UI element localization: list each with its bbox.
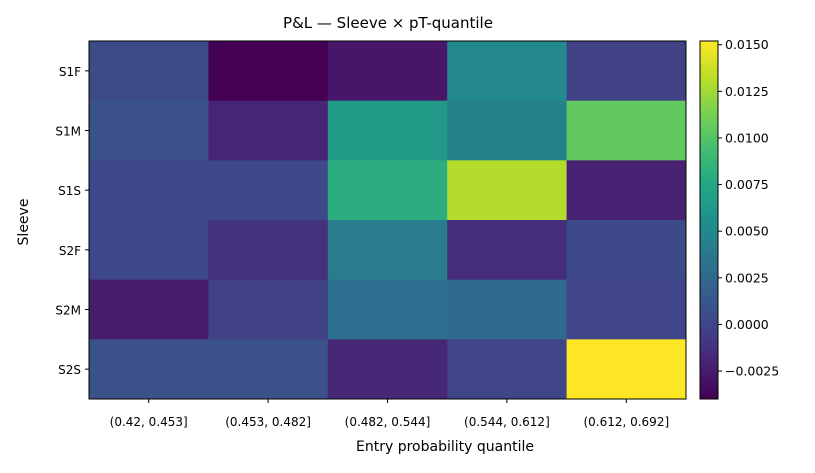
heatmap-cell-S2M-1 [208, 279, 329, 340]
heatmap-cell-S1F-1 [208, 41, 329, 102]
heatmap-cell-S2F-1 [208, 220, 329, 281]
chart-title: P&L — Sleeve × pT-quantile [283, 14, 493, 32]
x-tick-label: (0.453, 0.482] [225, 415, 311, 429]
heatmap-cell-S1F-2 [327, 41, 448, 102]
heatmap-cell-S1S-0 [89, 160, 209, 221]
heatmap-cell-S2F-3 [447, 220, 568, 281]
y-tick-label: S1M [55, 125, 81, 139]
heatmap-cell-S1M-3 [447, 100, 568, 161]
heatmap-cell-S2M-2 [327, 279, 448, 340]
heatmap-cell-S2F-0 [89, 220, 209, 281]
heatmap-cell-S2F-2 [327, 220, 448, 281]
heatmap-cell-S2M-4 [566, 279, 687, 340]
plot-frame [88, 40, 687, 400]
heatmap-cell-S1S-3 [447, 160, 568, 221]
colorbar-tick-label: 0.0075 [725, 177, 769, 192]
heatmap-cell-S1F-3 [447, 41, 568, 102]
heatmap-cell-S2S-0 [89, 339, 209, 400]
heatmap-cell-S2F-4 [566, 220, 687, 281]
heatmap-cell-S2S-3 [447, 339, 568, 400]
heatmap-cell-S2M-0 [89, 279, 209, 340]
colorbar-tick-label: 0.0150 [725, 37, 769, 52]
y-tick-label: S2F [59, 244, 81, 258]
y-tick-label: S1S [58, 184, 81, 198]
heatmap-cell-S1S-4 [566, 160, 687, 221]
x-tick-label: (0.42, 0.453] [110, 415, 188, 429]
x-tick-label: (0.544, 0.612] [464, 415, 550, 429]
heatmap-cell-S1M-0 [89, 100, 209, 161]
heatmap-cell-S2S-2 [327, 339, 448, 400]
x-tick-label: (0.482, 0.544] [345, 415, 431, 429]
x-tick-label: (0.612, 0.692] [583, 415, 669, 429]
heatmap-cell-S1S-2 [327, 160, 448, 221]
y-tick-label: S2S [58, 363, 81, 377]
colorbar-tick-label: 0.0100 [725, 130, 769, 145]
heatmap-cell-S1F-4 [566, 41, 687, 102]
heatmap-cell-S1M-4 [566, 100, 687, 161]
heatmap-cell-S1S-1 [208, 160, 329, 221]
heatmap-cell-S2S-1 [208, 339, 329, 400]
heatmap-cell-S2S-4 [566, 339, 687, 400]
y-axis-label: Sleeve [16, 199, 32, 246]
y-tick-label: S1F [59, 65, 81, 79]
colorbar-tick-label: 0.0125 [725, 84, 769, 99]
colorbar-tick-label: 0.0050 [725, 224, 769, 239]
heatmap-cell-S1F-0 [89, 41, 209, 102]
y-tick-label: S2M [55, 304, 81, 318]
colorbar-tick-label: 0.0000 [725, 317, 769, 332]
colorbar-tick-label: 0.0025 [725, 270, 769, 285]
x-axis-label: Entry probability quantile [356, 439, 534, 455]
colorbar [699, 40, 719, 400]
colorbar-tick-label: −0.0025 [725, 364, 779, 379]
heatmap-cell-S1M-2 [327, 100, 448, 161]
heatmap-cell-S2M-3 [447, 279, 568, 340]
heatmap-cell-S1M-1 [208, 100, 329, 161]
